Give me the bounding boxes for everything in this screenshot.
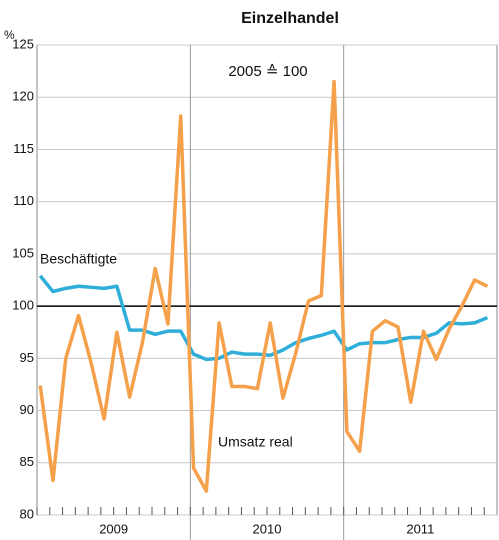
- y-unit: %: [4, 28, 15, 42]
- y-tick-label: 110: [13, 193, 34, 208]
- y-tick-label: 115: [13, 141, 34, 156]
- x-group-label: 2010: [253, 521, 282, 536]
- x-group-label: 2011: [406, 521, 434, 536]
- plot-area: [36, 44, 498, 516]
- y-tick-label: 120: [12, 89, 34, 104]
- y-tick-label: 105: [12, 245, 34, 260]
- y-tick-label: 85: [20, 454, 34, 469]
- label-bg: [38, 250, 118, 268]
- x-group-label: 2009: [99, 521, 128, 536]
- line-series: [38, 79, 489, 493]
- series-label: Beschäftigte: [40, 251, 117, 267]
- y-tick-label: 90: [20, 402, 34, 417]
- y-tick-label: 100: [12, 298, 34, 313]
- y-tick-label: 125: [12, 36, 34, 51]
- annotation: 2005 ≙ 100: [228, 63, 307, 80]
- chart-title: Einzelhandel: [241, 10, 339, 27]
- y-tick-label: 80: [20, 506, 34, 521]
- series-label: Umsatz real: [218, 434, 293, 450]
- y-tick-label: 95: [20, 350, 34, 365]
